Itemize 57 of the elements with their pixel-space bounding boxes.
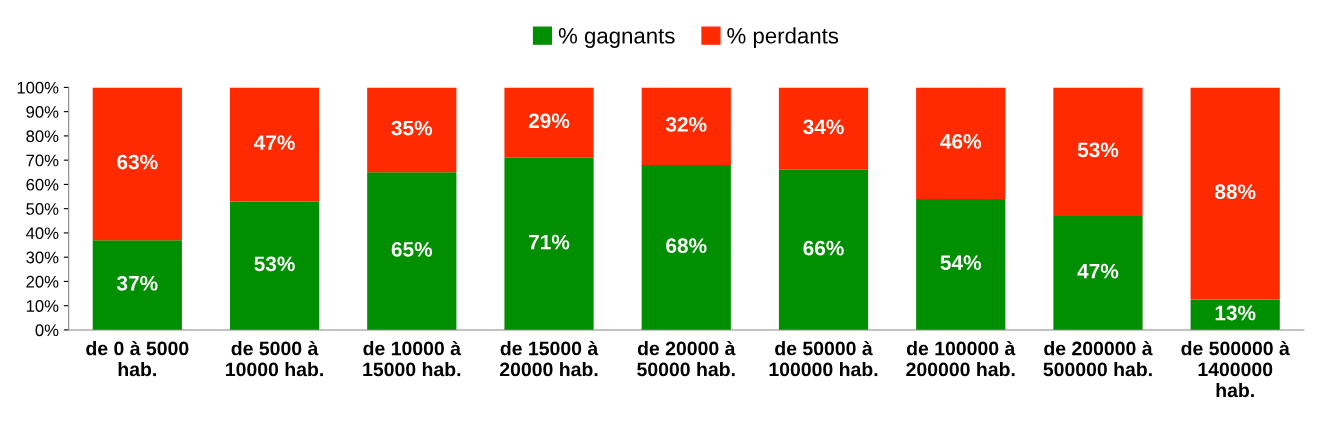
y-tick-label: 100%: [17, 81, 59, 94]
x-tick-label: de 200000 à 500000 hab.: [1043, 340, 1153, 377]
bar: [504, 157, 594, 330]
bar: [916, 87, 1006, 199]
y-tick-label: 70%: [26, 154, 59, 167]
data-label: 53%: [254, 256, 295, 272]
bar: [1190, 87, 1280, 300]
data-label: 66%: [803, 240, 844, 256]
x-tick-label: de 100000 à 200000 hab.: [906, 340, 1016, 377]
data-label: 13%: [1215, 305, 1256, 321]
bar: [1053, 215, 1143, 330]
x-tick-label: de 0 à 5000 hab.: [86, 340, 189, 377]
bar: [778, 87, 869, 170]
legend-label: % gagnants: [558, 27, 675, 48]
data-label: 37%: [116, 275, 158, 291]
y-tick-label: 50%: [26, 203, 59, 215]
x-tick-label: de 50000 à 100000 hab.: [769, 340, 878, 377]
data-label: 29%: [528, 113, 570, 129]
data-label: 34%: [803, 119, 844, 135]
data-label: 53%: [1077, 142, 1119, 158]
bar: [229, 201, 320, 330]
bar: [641, 165, 731, 330]
legend-label: % perdants: [727, 27, 839, 48]
bar: [916, 198, 1006, 330]
data-label: 47%: [254, 135, 295, 150]
bar: [229, 87, 320, 202]
y-tick-label: 10%: [26, 300, 59, 312]
data-label: 35%: [391, 120, 433, 136]
bar: [367, 87, 457, 173]
y-tick-label: 30%: [26, 251, 59, 264]
bar: [92, 87, 182, 241]
y-tick-label: 0%: [35, 324, 59, 337]
bar: [504, 87, 594, 158]
x-tick-label: de 10000 à 15000 hab.: [363, 340, 462, 377]
bar: [1053, 87, 1143, 216]
y-tick-label: 40%: [26, 227, 59, 240]
bar: [778, 169, 869, 330]
bar: [641, 87, 731, 166]
y-tick-label: 90%: [26, 106, 59, 118]
data-label: 88%: [1215, 184, 1256, 200]
data-label: 65%: [391, 241, 433, 257]
data-label: 47%: [1077, 263, 1119, 279]
data-label: 63%: [117, 154, 158, 170]
x-tick-label: de 5000 à 10000 hab.: [226, 340, 323, 377]
x-tick-label: de 20000 à 50000 hab.: [637, 340, 736, 377]
y-tick-label: 20%: [26, 275, 59, 288]
data-label: 32%: [665, 117, 707, 132]
y-tick-label: 60%: [26, 178, 59, 191]
bar: [367, 172, 457, 330]
data-label: 68%: [666, 238, 707, 254]
bar: [92, 240, 182, 330]
y-tick-label: 80%: [26, 130, 59, 143]
x-tick-label: de 500000 à 1400000 hab.: [1181, 340, 1290, 398]
data-label: 46%: [940, 134, 982, 149]
data-label: 71%: [529, 234, 570, 250]
x-tick-label: de 15000 à 20000 hab.: [499, 340, 599, 377]
data-label: 54%: [940, 255, 982, 271]
